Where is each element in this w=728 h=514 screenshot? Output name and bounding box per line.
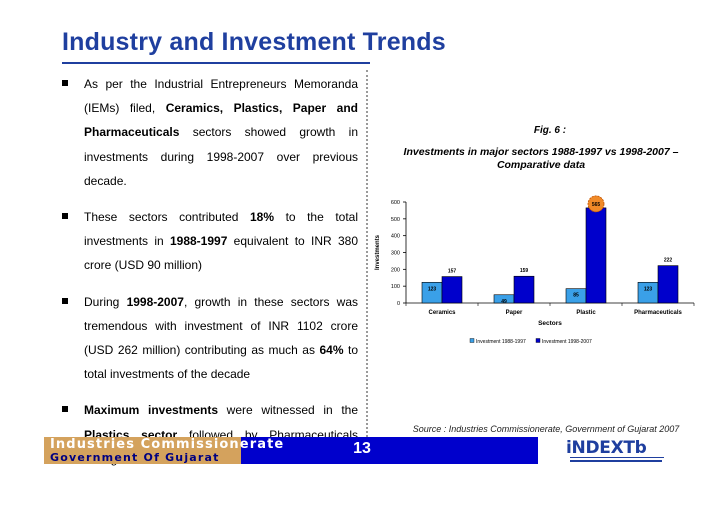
logo-text: iNDEXTb [566,438,647,458]
legend-label: Investment 1998-2007 [542,339,592,345]
bullet-text: These sectors contributed [84,210,250,225]
x-axis-label: Sectors [538,320,562,327]
data-label: 85 [573,293,579,299]
bullet-text: , growth in these sectors was tremendous… [84,294,359,358]
bullet-emphasis: 1998-2007 [126,294,184,309]
y-tick-label: 200 [391,267,400,273]
bullet-text: As per the Industrial Entrepreneurs Memo… [84,77,358,116]
y-tick-label: 300 [391,251,400,257]
data-label: 49 [501,299,507,305]
y-axis-label: Investments [375,234,381,270]
bar-investment-1998-2007 [441,276,463,304]
legend-swatch [469,338,475,343]
bullet-text: equivalent to INR 380 crore (USD 90 mill… [84,234,358,273]
data-label: 159 [520,268,529,274]
bullet-text: to total investments of the decade [84,343,358,382]
figure-source: Source : Industries Commissionerate, Gov… [412,424,680,434]
bullet-item: These sectors contributed 18% to the tot… [60,205,358,278]
x-tick-label: Plastic [576,310,596,316]
x-tick-label: Ceramics [428,310,456,316]
legend-label: Investment 1988-1997 [476,339,526,345]
bullet-emphasis: Ceramics, Plastics, Paper and Pharmaceut… [84,101,358,140]
y-tick-label: 500 [391,217,400,223]
bullet-text: were witnessed in the [218,403,358,418]
bullet-item: As per the Industrial Entrepreneurs Memo… [60,72,358,193]
y-tick-label: 0 [397,301,400,307]
footer-organization: Industries Commissionerate [50,437,285,452]
y-tick-label: 100 [391,284,400,290]
indextb-logo: iNDEXTb [566,438,666,468]
highlight-marker [587,195,605,213]
y-tick-label: 400 [391,234,400,240]
bullet-item: During 1998-2007, growth in these sector… [60,290,358,387]
footer-brand-panel [44,437,241,464]
bullet-emphasis: 1988-1997 [169,234,228,249]
bullet-text: During [84,294,127,309]
bar-investment-1998-2007 [585,207,607,304]
bullet-text: sectors showed growth in investments dur… [84,125,358,188]
logo-underline [570,457,664,466]
data-label: 123 [644,286,653,292]
figure-caption: Investments in major sectors 1988-1997 v… [403,146,679,171]
bullet-emphasis: 64% [319,343,344,358]
data-label: 565 [592,202,601,208]
bullet-emphasis: Maximum investments [84,403,219,418]
footer-government: Government Of Gujarat [50,451,220,464]
y-tick-label: 600 [391,200,400,206]
figure-number: Fig. 6 : [533,125,567,136]
legend-swatch [535,338,541,343]
title-underline [62,62,370,64]
bullet-list: As per the Industrial Entrepreneurs Memo… [60,72,358,471]
bar-investment-1998-2007 [657,265,679,304]
bar-investment-1998-2007 [513,275,535,304]
data-label: 123 [428,286,437,292]
investment-bar-chart: 0 100 200 300 400 500 600 Investments Ceramics 12… [375,195,695,345]
data-label: 222 [664,258,673,264]
x-tick-label: Pharmaceuticals [634,310,682,316]
bullet-emphasis: 18% [250,210,275,225]
slide-title: Industry and Investment Trends [62,28,446,56]
page-number: 13 [353,440,371,457]
bullet-text: to the total investments in [84,210,358,249]
data-label: 157 [448,269,457,275]
x-tick-label: Paper [506,310,523,316]
column-divider [366,70,368,445]
